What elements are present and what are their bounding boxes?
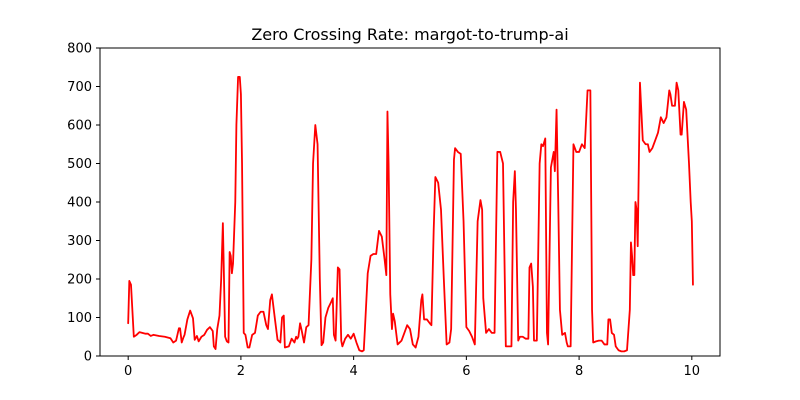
axes-layer bbox=[99, 47, 721, 357]
axes-frame bbox=[99, 47, 721, 357]
x-tick-label: 10 bbox=[684, 364, 701, 379]
plot-layer bbox=[127, 75, 694, 353]
y-tick-label: 300 bbox=[67, 234, 92, 249]
y-tick-label: 600 bbox=[67, 119, 92, 134]
y-tick-label: 800 bbox=[67, 42, 92, 57]
series-line-zcr bbox=[127, 75, 694, 353]
y-tick-label: 0 bbox=[84, 350, 92, 365]
x-tick-label: 0 bbox=[124, 364, 132, 379]
x-tick-label: 6 bbox=[462, 364, 470, 379]
chart-title: Zero Crossing Rate: margot-to-trump-ai bbox=[251, 25, 568, 44]
x-tick-label: 4 bbox=[349, 364, 357, 379]
x-tick-label: 8 bbox=[575, 364, 583, 379]
y-tick-label: 200 bbox=[67, 273, 92, 288]
y-tick-label: 500 bbox=[67, 157, 92, 172]
y-tick-label: 700 bbox=[67, 80, 92, 95]
x-tick-label: 2 bbox=[237, 364, 245, 379]
y-tick-label: 400 bbox=[67, 196, 92, 211]
y-tick-label: 100 bbox=[67, 311, 92, 326]
